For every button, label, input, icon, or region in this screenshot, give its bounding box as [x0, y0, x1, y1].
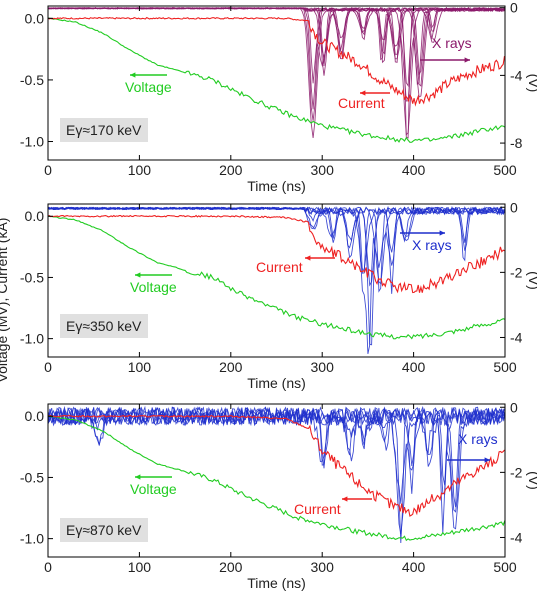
xray-trace — [48, 405, 505, 534]
energy-badge: Eγ≈350 keV — [66, 318, 142, 334]
xray-trace — [48, 405, 505, 508]
energy-badge: Eγ≈170 keV — [66, 122, 142, 138]
x-tick-label: 400 — [402, 359, 426, 375]
right-tick-label: 0 — [510, 0, 518, 16]
xray-label: X rays — [458, 431, 498, 447]
current-label: Current — [256, 259, 303, 275]
y-tick-label: -0.5 — [20, 269, 44, 285]
right-tick-label: -2 — [510, 264, 523, 280]
current-series — [48, 414, 505, 517]
plot-frame — [47, 203, 506, 358]
xray-trace — [48, 206, 505, 294]
x-axis-title: Time (ns) — [247, 178, 306, 194]
x-tick-label: 0 — [44, 559, 52, 575]
y-tick-label: 0.0 — [25, 10, 45, 26]
x-tick-label: 100 — [128, 559, 152, 575]
y-tick-label: -0.5 — [20, 72, 44, 88]
y-tick-label: -1.0 — [20, 134, 44, 150]
energy-badge-bg — [60, 314, 148, 338]
x-tick-label: 0 — [44, 359, 52, 375]
right-axis-title: (V) — [526, 471, 537, 490]
right-axis-title: (V) — [526, 271, 537, 290]
x-tick-label: 300 — [311, 359, 335, 375]
current-label: Current — [294, 501, 341, 517]
right-tick-label: -2 — [510, 464, 523, 480]
x-tick-label: 400 — [402, 559, 426, 575]
plot-area — [48, 205, 505, 354]
xray-arrow-head — [464, 57, 470, 63]
right-tick-label: 0 — [510, 399, 518, 415]
voltage-arrow-head — [135, 272, 141, 278]
x-tick-label: 200 — [219, 359, 243, 375]
x-tick-label: 200 — [219, 559, 243, 575]
x-tick-label: 500 — [493, 559, 517, 575]
x-tick-label: 500 — [493, 162, 517, 178]
xray-trace — [48, 6, 505, 98]
current-arrow-head — [342, 496, 348, 502]
current-arrow-head — [305, 255, 311, 261]
current-series — [48, 214, 505, 294]
voltage-label: Voltage — [130, 481, 177, 497]
voltage-series — [48, 415, 505, 542]
xray-trace — [48, 206, 505, 346]
right-axis-title: (V) — [526, 74, 537, 93]
energy-badge-bg — [60, 518, 148, 542]
voltage-arrow-head — [130, 72, 136, 78]
x-axis-title: Time (ns) — [247, 575, 306, 591]
current-arrow-head — [360, 90, 366, 96]
xray-label: X rays — [412, 237, 452, 253]
energy-badge-bg — [60, 118, 148, 142]
x-tick-label: 400 — [402, 162, 426, 178]
current-series — [48, 16, 505, 107]
right-tick-label: -4 — [510, 529, 523, 545]
y-tick-label: -1.0 — [20, 331, 44, 347]
voltage-label: Voltage — [125, 79, 172, 95]
x-tick-label: 500 — [493, 359, 517, 375]
x-tick-label: 200 — [219, 162, 243, 178]
voltage-arrow-head — [135, 474, 141, 480]
right-tick-label: -4 — [510, 67, 523, 83]
x-tick-label: 300 — [311, 559, 335, 575]
xray-trace — [48, 405, 505, 469]
right-tick-label: -8 — [510, 135, 523, 151]
plot-frame — [47, 403, 506, 558]
y-tick-label: 0.0 — [25, 408, 45, 424]
xray-arrow-head — [439, 230, 445, 236]
x-tick-label: 100 — [128, 359, 152, 375]
voltage-series — [48, 215, 505, 340]
plot-frame — [47, 5, 506, 161]
right-tick-label: 0 — [510, 199, 518, 215]
voltage-label: Voltage — [130, 279, 177, 295]
x-tick-label: 100 — [128, 162, 152, 178]
y-tick-label: 0.0 — [25, 208, 45, 224]
x-axis-title: Time (ns) — [247, 375, 306, 391]
xray-arrow-head — [484, 457, 490, 463]
y-tick-label: -0.5 — [20, 469, 44, 485]
x-tick-label: 0 — [44, 162, 52, 178]
plot-area — [48, 6, 505, 143]
energy-badge: Eγ≈870 keV — [66, 522, 142, 538]
right-tick-label: -4 — [510, 329, 523, 345]
xray-label: X rays — [432, 35, 472, 51]
plot-area — [48, 405, 505, 544]
xray-trace — [48, 7, 505, 136]
voltage-series — [48, 17, 505, 143]
y-tick-label: -1.0 — [20, 531, 44, 547]
xray-trace — [48, 7, 505, 102]
x-tick-label: 300 — [311, 162, 335, 178]
current-label: Current — [338, 95, 385, 111]
